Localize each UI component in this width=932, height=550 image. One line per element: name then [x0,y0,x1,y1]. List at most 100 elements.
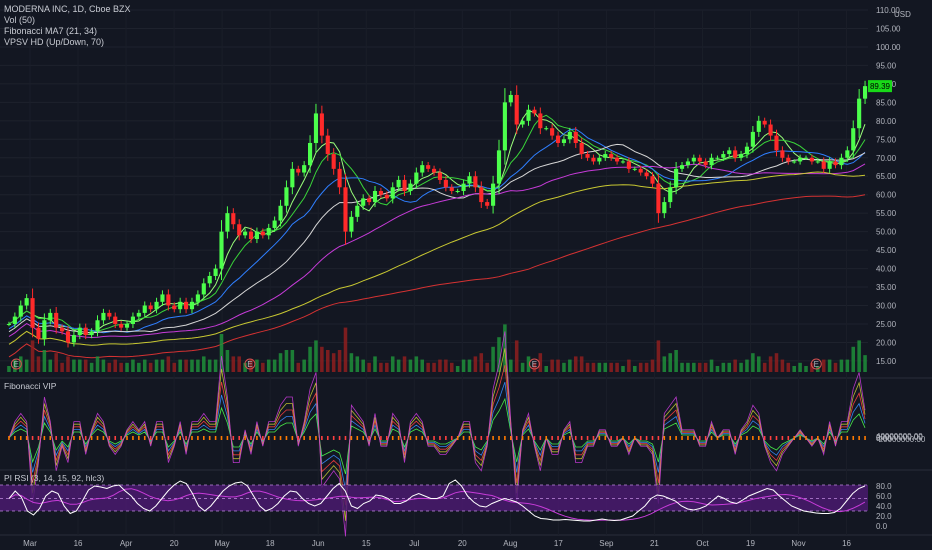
price-tick-label: 45.00 [876,246,897,255]
vip-histogram-bar [527,436,530,440]
candle-body [142,305,147,313]
legend-fib-ma[interactable]: Fibonacci MA7 (21, 34) [4,26,98,36]
legend-volume[interactable]: Vol (50) [4,15,36,25]
vip-tick-label: 20000000.00 [876,433,923,442]
legend-vpsv[interactable]: VPSV HD (Up/Down, 70) [4,37,105,47]
candle-body [792,161,797,163]
vip-histogram-bar [510,436,512,440]
volume-bar [125,362,129,372]
vip-histogram-bar [533,436,536,440]
candle-body [219,231,224,269]
volume-bar [420,359,425,372]
last-price-tag [868,80,892,93]
volume-bar [568,359,572,372]
candle-body [178,301,183,310]
candle-body [703,161,708,166]
vip-histogram-bar [681,436,683,440]
moving-average-line [8,163,866,339]
time-tick-label: Sep [599,539,614,548]
time-tick-label: 18 [266,539,275,548]
volume-bar [863,355,867,372]
candle-body [839,157,844,166]
vip-histogram-bar [173,436,176,440]
legend-symbol[interactable]: MODERNA INC, 1D, Cboe BZX [4,4,131,14]
candle-body [443,179,448,188]
volume-bar [520,362,525,372]
vip-histogram-bar [574,436,577,440]
candle-body [656,183,661,214]
volume-bar [131,359,135,372]
volume-bar [644,362,649,372]
rsi-tick-label: 60.0 [876,492,892,501]
vip-histogram-bar [73,436,75,440]
candle-body [189,301,195,310]
volume-bar [579,356,584,372]
price-tick-label: 60.00 [876,191,897,200]
vip-histogram-bar [202,436,205,440]
volume-bar [532,362,537,372]
currency-label: USD [894,10,911,19]
volume-bar [473,356,478,372]
vip-histogram-bar [563,436,565,440]
volume-bar [461,359,466,372]
candle-body [662,202,667,214]
candle-body [821,161,826,169]
vip-histogram-bar [793,436,795,440]
volume-bar [154,359,159,372]
volume-bar [72,359,76,372]
volume-bar [290,350,295,372]
vip-histogram-bar [143,436,146,440]
volume-bar [320,346,324,372]
candle-body [48,312,53,321]
volume-bar [692,362,696,372]
vip-histogram-bar [450,436,453,440]
volume-bar [715,366,720,372]
time-tick-label: 16 [842,539,851,548]
vip-tick-label: 40000000.00 [876,432,923,441]
time-tick-label: 16 [74,539,83,548]
volume-bar [697,362,702,372]
time-tick-label: Aug [503,539,517,548]
vip-histogram-bar [515,436,518,440]
volume-bar [544,366,548,372]
volume-bar [839,359,844,372]
volume-bar [172,362,177,372]
time-tick-label: 15 [362,539,371,548]
volume-bar [166,356,171,372]
volume-bar [721,362,726,372]
vip-histogram-bar [433,436,435,440]
volume-bar [562,362,566,372]
vip-histogram-bar [551,436,553,440]
candle-body [207,275,212,284]
candle-body [12,316,17,324]
vip-histogram-bar [114,436,117,440]
candle-body [243,231,248,236]
vip-histogram-bar [96,436,99,440]
volume-bar [361,359,365,372]
time-tick-label: Nov [791,539,805,548]
candle-body [638,168,643,173]
candle-body [544,128,549,130]
vip-histogram-bar [37,436,40,440]
vip-histogram-bar [397,436,400,440]
vip-histogram-bar [616,436,618,440]
candle-body [6,323,12,325]
vip-histogram-bar [628,436,630,440]
volume-bar [597,362,602,372]
vip-histogram-bar [504,436,506,440]
volume-bar [207,359,212,372]
candle-body [296,168,301,173]
candle-body [24,298,29,306]
volume-bar [792,366,796,372]
vip-histogram-bar [31,436,34,440]
candle-body [715,157,720,159]
price-tick-label: 95.00 [876,61,897,70]
candle-body [266,227,271,236]
candle-body [449,187,454,191]
volume-bar [326,350,330,372]
vip-histogram-bar [386,436,388,440]
volume-bar [296,362,301,372]
candle-body [756,120,761,132]
last-price-label: 89.39 [870,82,891,91]
